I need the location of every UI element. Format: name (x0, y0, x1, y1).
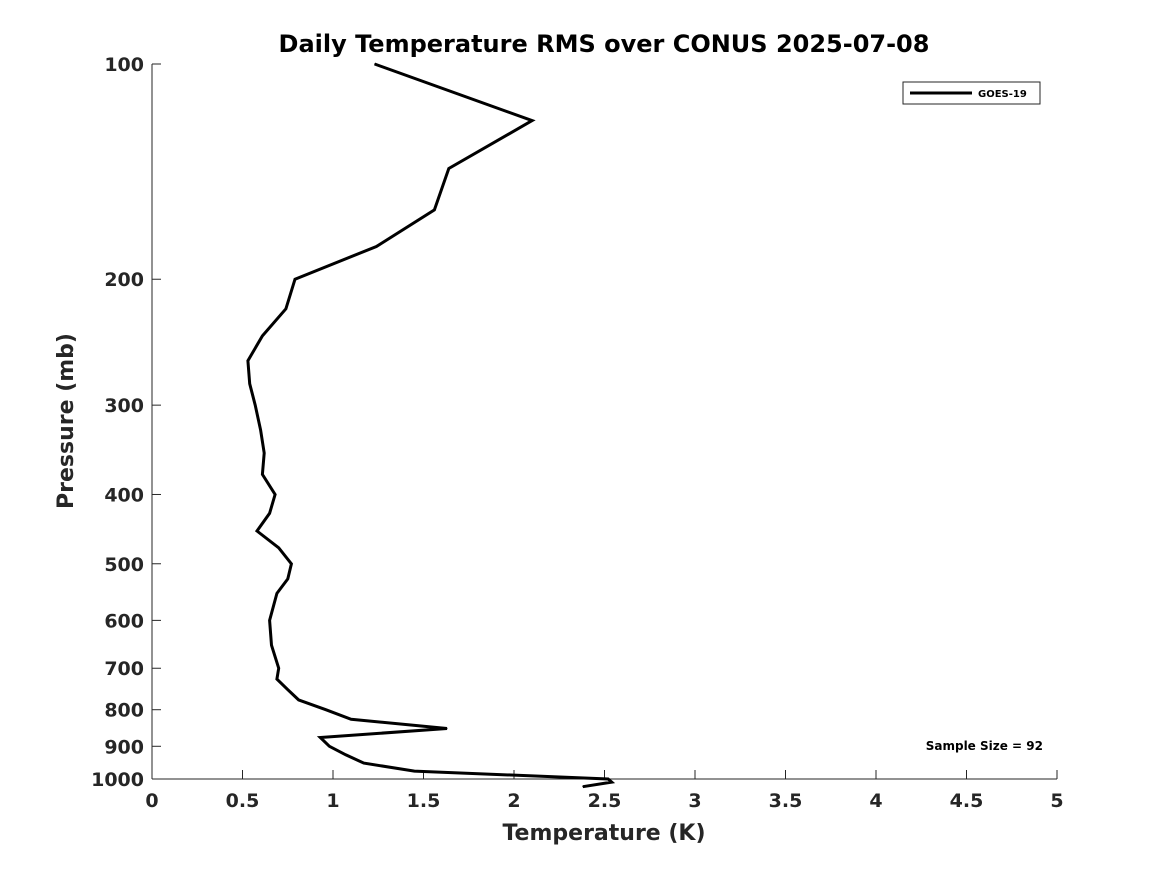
data-point-goes-19 (294, 278, 296, 280)
data-point-goes-19 (254, 404, 256, 406)
y-tick-label: 300 (104, 395, 144, 417)
y-axis-label: Pressure (mb) (54, 333, 79, 509)
data-point-goes-19 (276, 592, 278, 594)
y-tick-label: 400 (104, 484, 144, 506)
legend: GOES-19 (902, 81, 1041, 105)
data-point-goes-19 (582, 786, 584, 788)
data-point-goes-19 (287, 578, 289, 580)
data-point-goes-19 (290, 563, 292, 565)
x-tick-label: 1.5 (407, 790, 441, 812)
data-point-goes-19 (278, 667, 280, 669)
sample-size-annotation: Sample Size = 92 (926, 739, 1043, 753)
data-point-goes-19 (287, 689, 289, 691)
y-tick-label: 600 (104, 610, 144, 632)
x-tick-label: 4.5 (950, 790, 984, 812)
y-tick-label: 500 (104, 554, 144, 576)
y-tick-label: 1000 (91, 769, 144, 791)
data-point-goes-19 (433, 209, 435, 211)
chart-title: Daily Temperature RMS over CONUS 2025-07… (279, 30, 930, 58)
data-point-goes-19 (247, 360, 249, 362)
y-tick-label: 800 (104, 700, 144, 722)
y-tick-label: 700 (104, 658, 144, 680)
x-tick-label: 2.5 (588, 790, 622, 812)
data-point-goes-19 (278, 547, 280, 549)
data-point-goes-19 (375, 246, 377, 248)
data-point-goes-19 (269, 619, 271, 621)
x-tick-label: 2 (507, 790, 520, 812)
data-point-goes-19 (350, 718, 352, 720)
y-tick-label: 900 (104, 736, 144, 758)
data-point-goes-19 (319, 737, 321, 739)
data-point-goes-19 (298, 699, 300, 701)
data-point-goes-19 (270, 644, 272, 646)
series-layer (246, 62, 616, 789)
x-tick-label: 1 (326, 790, 339, 812)
x-tick-label: 5 (1050, 790, 1063, 812)
x-tick-label: 0.5 (226, 790, 260, 812)
data-point-goes-19 (276, 678, 278, 680)
data-point-goes-19 (325, 709, 327, 711)
data-point-goes-19 (374, 63, 376, 65)
data-point-goes-19 (345, 754, 347, 756)
data-point-goes-19 (274, 493, 276, 495)
y-tick-label: 100 (104, 54, 144, 76)
x-axis-ticks: 0 0.5 1 1.5 2 2.5 3 3.5 4 4.5 5 (145, 770, 1064, 812)
data-point-goes-19 (261, 335, 263, 337)
legend-label-goes-19: GOES-19 (978, 89, 1027, 100)
series-line-goes-19 (246, 62, 616, 789)
data-point-goes-19 (328, 745, 330, 747)
data-point-goes-19 (256, 530, 258, 532)
data-point-goes-19 (611, 781, 613, 783)
x-tick-label: 0 (145, 790, 158, 812)
x-axis-label: Temperature (K) (502, 821, 705, 846)
data-point-goes-19 (448, 167, 450, 169)
data-point-goes-19 (263, 452, 265, 454)
x-tick-label: 3.5 (769, 790, 803, 812)
y-tick-label: 200 (104, 269, 144, 291)
data-point-goes-19 (446, 728, 448, 730)
data-point-goes-19 (607, 778, 609, 780)
data-point-goes-19 (531, 120, 533, 122)
data-point-goes-19 (269, 512, 271, 514)
data-point-goes-19 (363, 762, 365, 764)
data-point-goes-19 (249, 383, 251, 385)
x-tick-label: 3 (688, 790, 701, 812)
data-point-goes-19 (261, 473, 263, 475)
y-axis-ticks: 100 200 300 400 500 600 700 800 900 1000 (91, 54, 161, 791)
data-point-goes-19 (260, 429, 262, 431)
data-point-goes-19 (413, 770, 415, 772)
data-point-goes-19 (285, 308, 287, 310)
x-tick-label: 4 (869, 790, 882, 812)
plot-axes (151, 64, 1057, 780)
